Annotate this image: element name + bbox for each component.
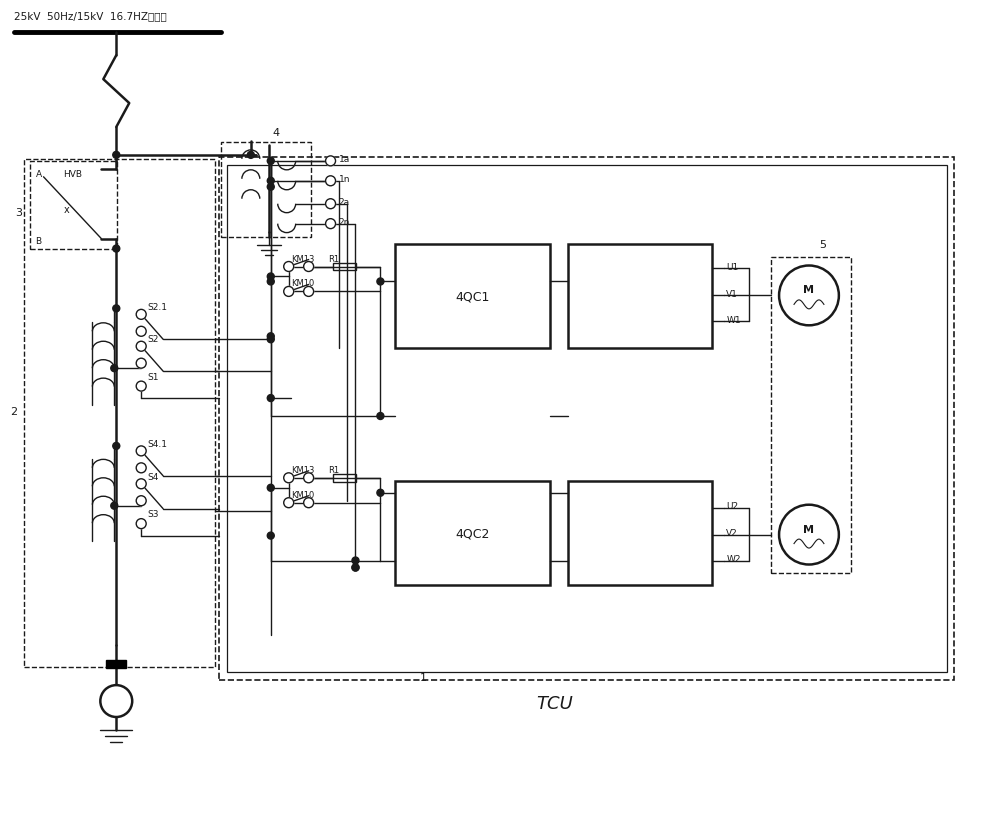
Circle shape xyxy=(779,505,839,565)
Circle shape xyxy=(136,310,146,320)
Circle shape xyxy=(136,479,146,489)
Text: KM10: KM10 xyxy=(291,490,314,499)
Text: A: A xyxy=(36,170,42,179)
Text: U1: U1 xyxy=(726,263,738,272)
Text: S2.1: S2.1 xyxy=(147,303,167,312)
Text: HVB: HVB xyxy=(63,170,82,179)
Circle shape xyxy=(284,473,294,483)
Circle shape xyxy=(136,382,146,391)
Text: S4: S4 xyxy=(147,472,159,482)
Text: B: B xyxy=(36,237,42,245)
Circle shape xyxy=(136,519,146,529)
Circle shape xyxy=(136,496,146,506)
Circle shape xyxy=(136,446,146,456)
Text: 4: 4 xyxy=(273,128,280,138)
Circle shape xyxy=(136,359,146,369)
Circle shape xyxy=(326,176,336,186)
Circle shape xyxy=(267,278,274,286)
Circle shape xyxy=(136,342,146,352)
Text: KM13: KM13 xyxy=(291,466,314,474)
Circle shape xyxy=(113,152,120,159)
Circle shape xyxy=(136,327,146,337)
Text: U2: U2 xyxy=(726,502,738,511)
Circle shape xyxy=(352,558,359,564)
Circle shape xyxy=(267,533,274,539)
Circle shape xyxy=(377,490,384,497)
Circle shape xyxy=(113,246,120,252)
Circle shape xyxy=(284,287,294,297)
Circle shape xyxy=(267,334,274,340)
Circle shape xyxy=(267,273,274,281)
Circle shape xyxy=(377,278,384,286)
Text: 4QC1: 4QC1 xyxy=(455,290,490,303)
Circle shape xyxy=(284,498,294,508)
Circle shape xyxy=(326,200,336,210)
Circle shape xyxy=(304,473,314,483)
Polygon shape xyxy=(106,660,126,668)
Text: 5: 5 xyxy=(819,239,826,249)
Text: S2: S2 xyxy=(147,335,159,344)
Circle shape xyxy=(111,365,118,372)
Circle shape xyxy=(352,564,359,571)
Text: x: x xyxy=(64,205,69,215)
Circle shape xyxy=(377,413,384,420)
Text: 1a: 1a xyxy=(339,155,350,164)
Circle shape xyxy=(304,498,314,508)
Text: W2: W2 xyxy=(726,554,741,563)
Text: V2: V2 xyxy=(726,528,738,538)
Text: R1: R1 xyxy=(329,466,340,474)
Text: KM10: KM10 xyxy=(291,279,314,288)
Circle shape xyxy=(284,263,294,273)
Circle shape xyxy=(304,287,314,297)
Circle shape xyxy=(267,184,274,191)
Text: 3: 3 xyxy=(16,207,23,217)
Text: S4.1: S4.1 xyxy=(147,440,167,448)
Circle shape xyxy=(304,263,314,273)
Circle shape xyxy=(267,395,274,402)
Text: 1: 1 xyxy=(420,672,427,682)
Text: M: M xyxy=(803,285,814,295)
Circle shape xyxy=(267,178,274,185)
Circle shape xyxy=(267,336,274,344)
Text: KM13: KM13 xyxy=(291,254,314,263)
Circle shape xyxy=(111,502,118,510)
Text: M: M xyxy=(803,524,814,534)
Circle shape xyxy=(352,564,359,571)
Circle shape xyxy=(247,152,254,159)
Circle shape xyxy=(326,156,336,166)
Circle shape xyxy=(267,158,274,166)
Text: 2: 2 xyxy=(10,406,17,416)
Text: W1: W1 xyxy=(726,315,741,324)
Circle shape xyxy=(136,463,146,473)
Circle shape xyxy=(779,266,839,326)
Text: S1: S1 xyxy=(147,373,159,382)
Text: V1: V1 xyxy=(726,289,738,298)
Text: 25kV  50Hz/15kV  16.7HZ俩制网: 25kV 50Hz/15kV 16.7HZ俩制网 xyxy=(14,12,166,21)
Text: 2n: 2n xyxy=(339,218,350,227)
Text: TCU: TCU xyxy=(536,694,573,712)
Text: 1n: 1n xyxy=(339,175,350,184)
Circle shape xyxy=(113,443,120,450)
Circle shape xyxy=(100,686,132,717)
Circle shape xyxy=(113,305,120,313)
Text: 2a: 2a xyxy=(339,198,350,207)
Circle shape xyxy=(267,485,274,492)
Text: 4QC2: 4QC2 xyxy=(455,527,490,540)
Text: S3: S3 xyxy=(147,509,159,518)
Text: R1: R1 xyxy=(329,254,340,263)
Circle shape xyxy=(326,219,336,229)
